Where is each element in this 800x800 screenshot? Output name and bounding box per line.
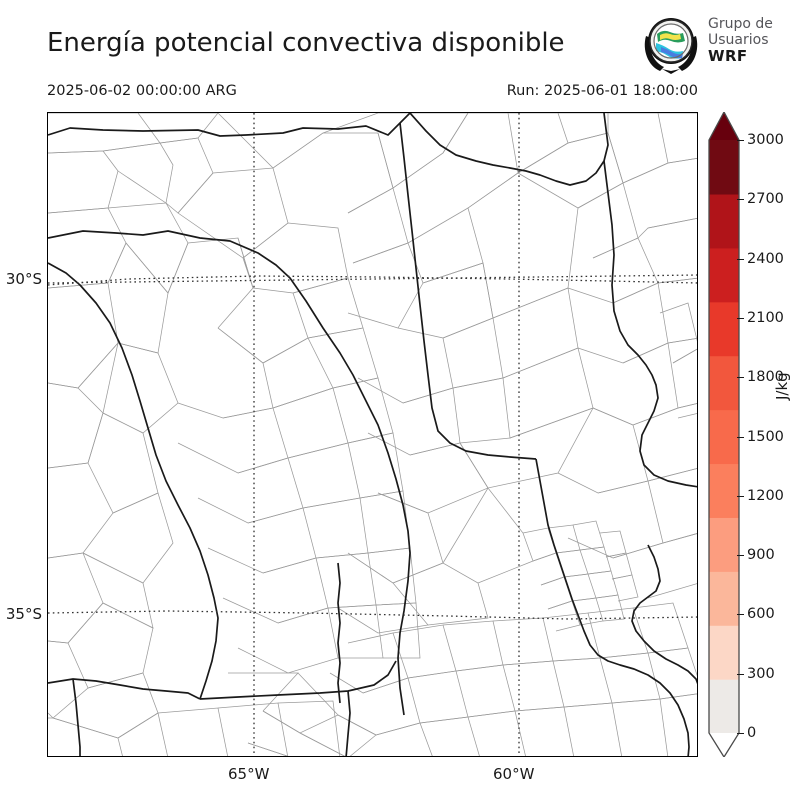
colorbar-tick-label: 1500 <box>747 428 784 445</box>
colorbar-band <box>709 625 739 680</box>
colorbar-tick-mark <box>737 199 744 201</box>
x-tick-label-65W: 65°W <box>228 765 270 783</box>
colorbar-band <box>709 247 739 303</box>
colorbar-over-arrow <box>709 112 739 140</box>
y-tick-label-35S: 35°S <box>5 605 42 623</box>
colorbar-band <box>709 301 739 357</box>
colorbar-band <box>709 140 739 195</box>
colorbar-under-arrow <box>709 733 739 757</box>
colorbar-tick-mark <box>737 140 744 141</box>
y-tick-label-30S: 30°S <box>5 270 42 288</box>
colorbar-tick-mark <box>737 258 744 260</box>
colorbar[interactable]: 0 300 600 900 1200 1500 1800 2100 2400 2700 3000 <box>708 112 784 757</box>
map-plot-area[interactable] <box>47 112 698 757</box>
run-time-label: Run: 2025-06-01 18:00:00 <box>506 83 698 99</box>
logo-line-1: Grupo de <box>708 16 773 32</box>
colorbar-tick-mark <box>737 614 744 616</box>
colorbar-tick-mark <box>737 495 744 497</box>
colorbar-band <box>709 571 739 626</box>
colorbar-tick-mark <box>737 733 744 734</box>
colorbar-tick-label: 1200 <box>747 487 784 504</box>
wrf-globe-emblem <box>644 18 698 74</box>
colorbar-tick-mark <box>737 377 744 379</box>
province-boundaries <box>48 113 697 756</box>
page-title: Energía potencial convectiva disponible <box>47 28 565 58</box>
colorbar-band <box>709 463 739 518</box>
colorbar-tick-label: 600 <box>747 606 775 623</box>
colorbar-tick-mark <box>737 555 744 557</box>
colorbar-tick-label: 300 <box>747 665 775 682</box>
colorbar-tick-label: 2700 <box>747 191 784 208</box>
colorbar-band <box>709 193 739 249</box>
colorbar-tick-mark <box>737 317 744 319</box>
colorbar-band <box>709 355 739 411</box>
lat-lon-gridlines <box>48 113 697 756</box>
gridline-lat <box>48 274 697 284</box>
colorbar-tick-mark <box>737 673 744 675</box>
department-boundaries <box>48 113 697 756</box>
colorbar-gradient <box>708 112 740 757</box>
colorbar-tick-label: 0 <box>747 725 757 741</box>
colorbar-band <box>709 409 739 465</box>
colorbar-tick-mark <box>737 436 744 438</box>
colorbar-unit-label: J/kg <box>773 372 791 400</box>
map-geometry <box>48 113 697 756</box>
x-tick-label-60W: 60°W <box>493 765 535 783</box>
logo-line-2: Usuarios <box>708 32 769 48</box>
colorbar-tick-label: 2100 <box>747 309 784 326</box>
colorbar-band <box>709 679 739 734</box>
colorbar-tick-label: 900 <box>747 547 775 564</box>
wrf-user-group-logo: Grupo de Usuarios WRF <box>640 14 790 80</box>
colorbar-tick-label: 3000 <box>747 132 784 148</box>
logo-text-block: Grupo de Usuarios WRF <box>708 16 790 64</box>
logo-line-3: WRF <box>708 47 748 65</box>
valid-time-label: 2025-06-02 00:00:00 ARG <box>47 83 237 99</box>
colorbar-tick-label: 2400 <box>747 250 784 267</box>
colorbar-band <box>709 517 739 572</box>
colorbar-tick-label: 1800 <box>747 369 784 386</box>
